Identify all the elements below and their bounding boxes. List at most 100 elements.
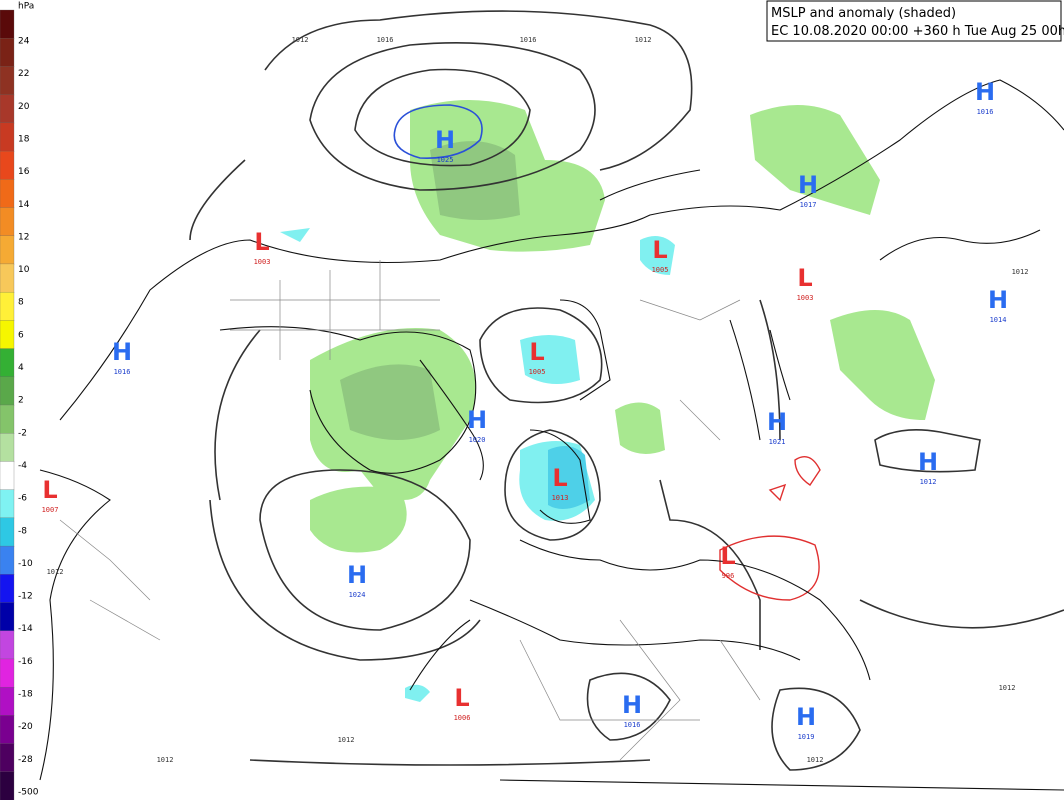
colorbar-label: 18 [18, 134, 30, 144]
center-value: 1006 [454, 714, 471, 722]
colorbar-label: -20 [18, 722, 33, 732]
colorbar-label: -12 [18, 592, 33, 602]
center-value: 996 [722, 572, 735, 580]
colorbar-cell [0, 771, 15, 800]
colorbar-label: -16 [18, 657, 33, 667]
colorbar-label: -2 [18, 428, 27, 438]
center-value: 1005 [529, 368, 546, 376]
colorbar-cell [0, 658, 15, 688]
center-value: 1025 [437, 156, 454, 164]
center-value: 1016 [977, 108, 994, 116]
center-value: 1020 [469, 436, 486, 444]
colorbar-label: 10 [18, 265, 30, 275]
center-value: 1007 [42, 506, 59, 514]
colorbar-cell [0, 686, 15, 717]
center-value: 1016 [624, 721, 641, 729]
colorbar-cell [0, 66, 15, 96]
colorbar-cell [0, 235, 15, 265]
center-type: L [652, 236, 667, 264]
isobar-label: 1012 [47, 568, 64, 576]
center-value: 1017 [800, 201, 817, 209]
isobar-label: 1012 [999, 684, 1016, 692]
colorbar-label: 8 [18, 298, 24, 308]
isobar-label: 1012 [292, 36, 309, 44]
colorbar-cell [0, 630, 15, 660]
center-type: H [435, 126, 455, 154]
colorbar-cell [0, 9, 15, 39]
isobar-label: 1016 [377, 36, 394, 44]
colorbar-cell [0, 545, 15, 575]
darker-anomaly [340, 141, 520, 440]
center-type: L [254, 228, 269, 256]
colorbar-label: 22 [18, 69, 29, 79]
center-type: H [798, 171, 818, 199]
colorbar-label: 2 [18, 396, 24, 406]
anomaly-contour [719, 456, 821, 601]
center-type: L [529, 338, 544, 366]
coastlines [39, 79, 1064, 791]
center-type: H [467, 406, 487, 434]
colorbar-cell [0, 433, 15, 463]
colorbar-label: -18 [18, 690, 33, 700]
center-type: H [796, 703, 816, 731]
colorbar-label: 4 [18, 363, 24, 373]
colorbar-label: 20 [18, 102, 30, 112]
colorbar-label: -500 [18, 788, 39, 798]
colorbar-label: -28 [18, 755, 33, 765]
colorbar: hPa 24 22 20 18 16 14 12 10 8 6 4 2 -2 -4 -6 -8 -10 -12 -1… [0, 2, 39, 800]
colorbar-label: -8 [18, 526, 27, 536]
header: MSLP and anomaly (shaded) EC 10.08.2020 … [766, 0, 1064, 42]
colorbar-label: 24 [18, 37, 30, 47]
colorbar-cell [0, 320, 15, 350]
isobar-label: 1012 [635, 36, 652, 44]
colorbar-cell [0, 263, 15, 293]
colorbar-cell [0, 404, 15, 434]
center-type: L [42, 476, 57, 504]
colorbar-cell [0, 461, 15, 491]
colorbar-cell [0, 489, 15, 519]
isobar-label: 1012 [807, 756, 824, 764]
colorbar-cell [0, 291, 15, 322]
center-type: L [454, 684, 469, 712]
colorbar-cell [0, 602, 15, 632]
center-type: H [975, 78, 995, 106]
center-value: 1019 [798, 733, 815, 741]
colorbar-label: 6 [18, 330, 24, 340]
colorbar-cell [0, 150, 15, 180]
header-title: MSLP and anomaly (shaded) [771, 6, 956, 21]
anomaly-contour [393, 104, 483, 159]
center-value: 1012 [920, 478, 937, 486]
center-value: 1005 [652, 266, 669, 274]
isobar-label: 1012 [157, 756, 174, 764]
colorbar-label: 12 [18, 232, 29, 242]
colorbar-label: -14 [18, 624, 33, 634]
center-type: L [552, 464, 567, 492]
center-type: H [112, 338, 132, 366]
isobar-label: 1016 [520, 36, 537, 44]
colorbar-label: 16 [18, 167, 30, 177]
colorbar-unit: hPa [18, 2, 34, 12]
center-value: 1003 [254, 258, 271, 266]
borders [59, 260, 761, 761]
colorbar-cell [0, 743, 15, 773]
colorbar-label: 14 [18, 200, 30, 210]
colorbar-label: -10 [18, 559, 33, 569]
center-type: H [347, 561, 367, 589]
colorbar-cell [0, 122, 15, 152]
center-value: 1016 [114, 368, 131, 376]
center-value: 1013 [552, 494, 569, 502]
center-value: 1003 [797, 294, 814, 302]
colorbar-label: -4 [18, 461, 27, 471]
colorbar-cell [0, 38, 15, 68]
header-box [766, 0, 1062, 42]
center-type: H [767, 408, 787, 436]
center-type: H [918, 448, 938, 476]
center-type: H [622, 691, 642, 719]
isobars [189, 10, 1064, 771]
colorbar-cell [0, 207, 15, 237]
center-type: H [988, 286, 1008, 314]
center-value: 1024 [349, 591, 366, 599]
colorbar-cell [0, 715, 15, 745]
header-subtitle: EC 10.08.2020 00:00 +360 h Tue Aug 25 00… [771, 24, 1064, 39]
colorbar-cell [0, 94, 15, 124]
